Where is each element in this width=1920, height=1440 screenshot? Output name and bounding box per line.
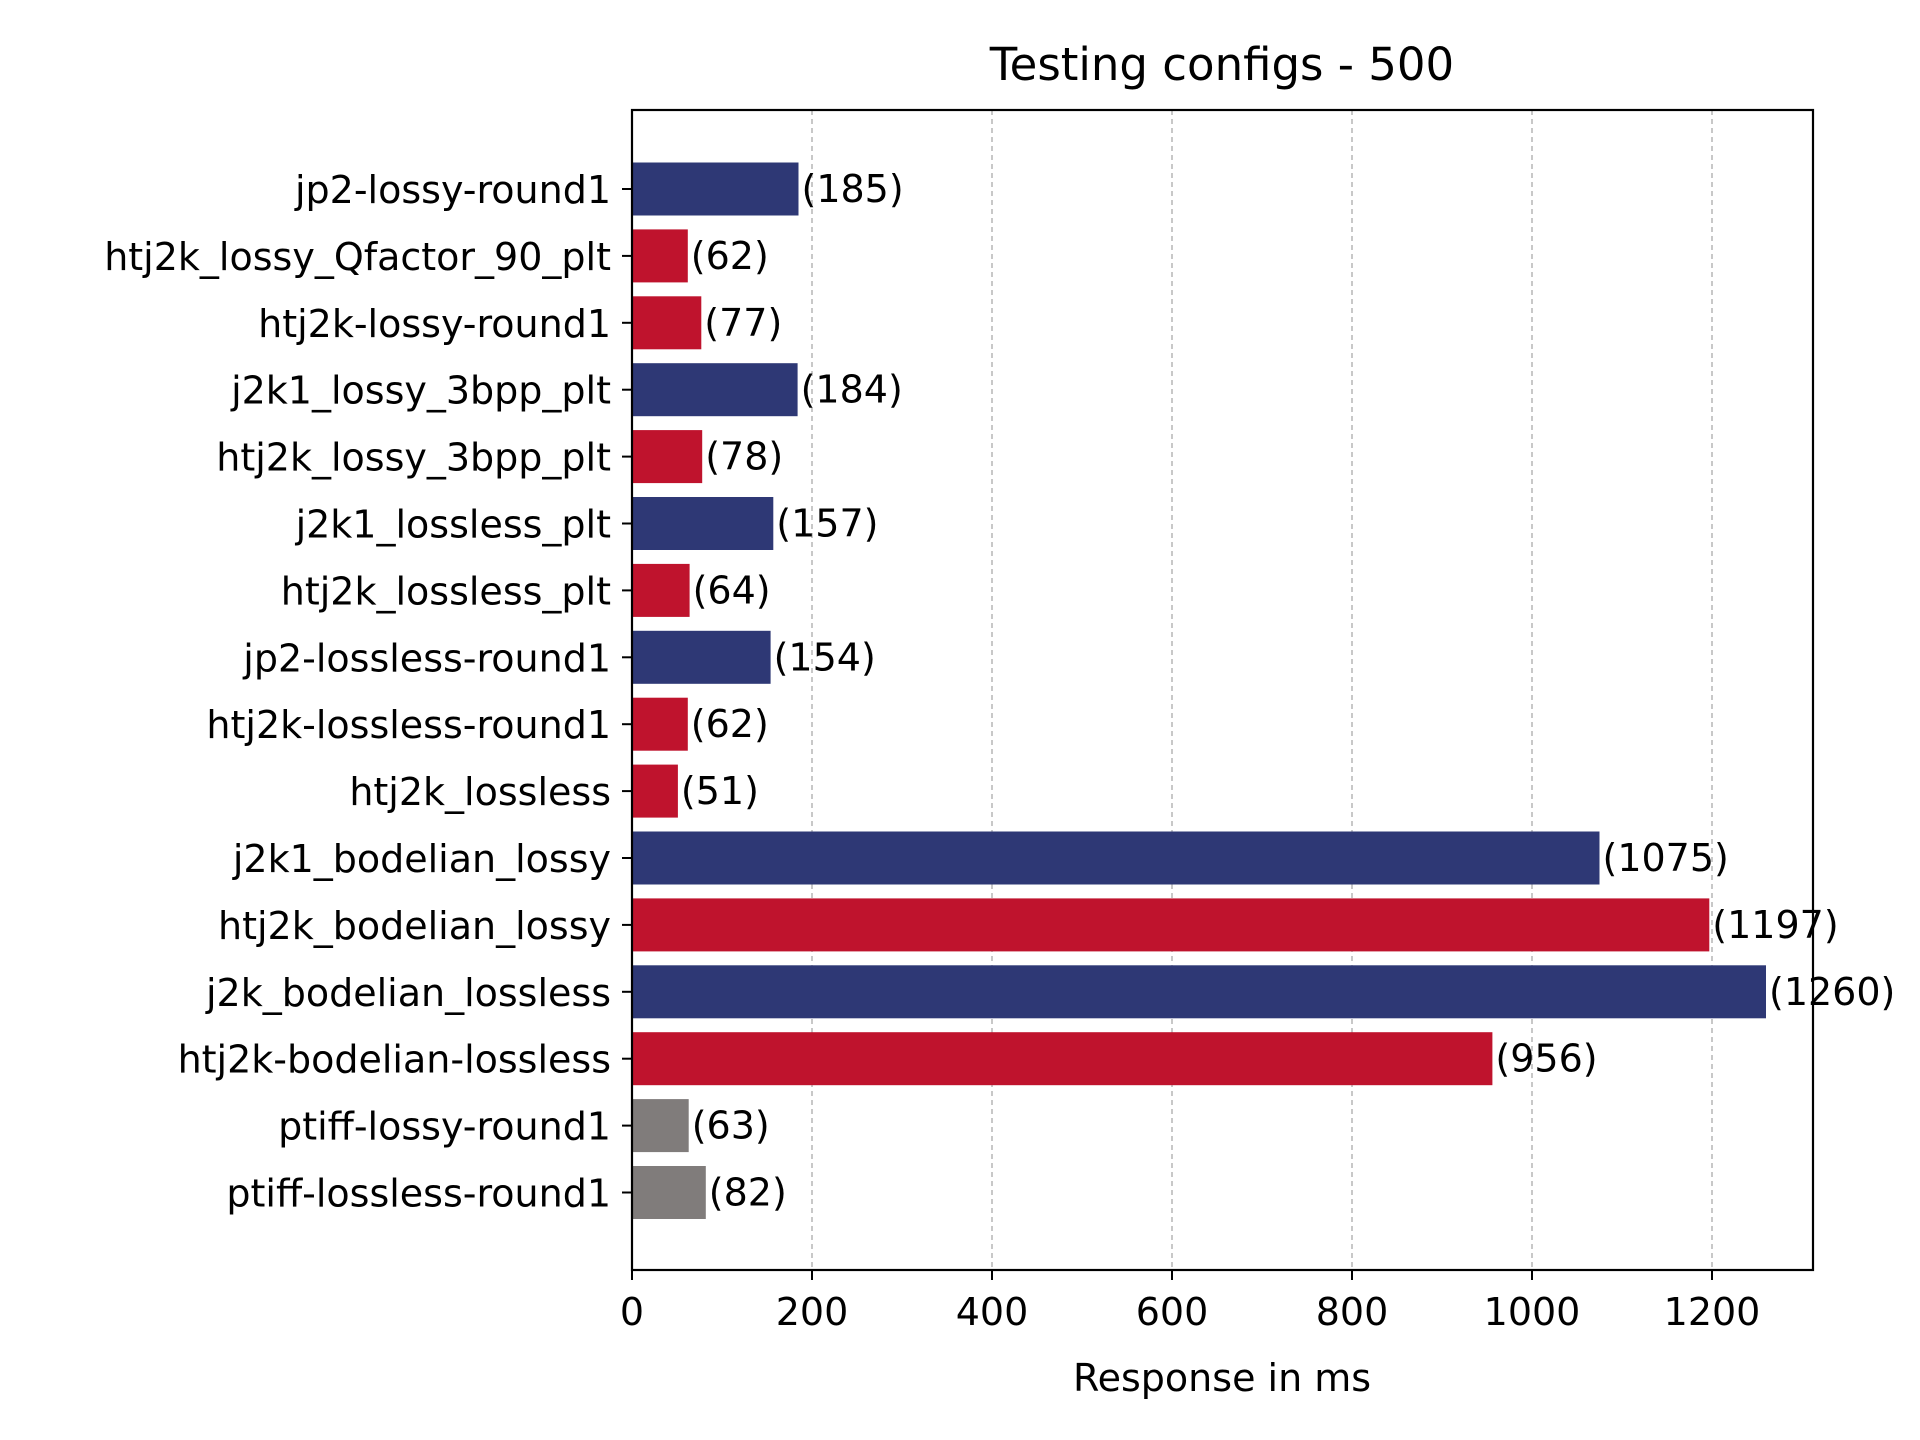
bars xyxy=(632,162,1766,1219)
y-tick-label: j2k1_lossy_3bpp_plt xyxy=(230,369,611,413)
grid-lines xyxy=(811,110,1713,1270)
y-tick-label: j2k1_bodelian_lossy xyxy=(232,837,611,881)
bar-value-label: (1197) xyxy=(1712,903,1838,947)
x-tick-label: 1200 xyxy=(1664,1290,1761,1334)
bar xyxy=(632,965,1766,1019)
x-tick-label: 600 xyxy=(1136,1290,1209,1334)
x-tick-label: 1000 xyxy=(1484,1290,1581,1334)
bar xyxy=(632,497,774,550)
bar-value-label: (62) xyxy=(691,702,769,746)
y-tick-label: htj2k-lossless-round1 xyxy=(206,703,611,747)
bar xyxy=(632,162,799,216)
x-axis-ticks: 0 200 400 600 800 1000 1200 xyxy=(620,1270,1760,1334)
y-tick-label: htj2k_lossy_Qfactor_90_plt xyxy=(104,235,611,279)
bar xyxy=(632,296,702,350)
bar-value-label: (51) xyxy=(681,769,759,813)
bar xyxy=(632,831,1600,885)
bar xyxy=(632,363,798,417)
x-tick-label: 400 xyxy=(956,1290,1029,1334)
x-axis-label: Response in ms xyxy=(1073,1356,1371,1400)
y-tick-label: htj2k_lossy_3bpp_plt xyxy=(216,436,611,480)
bar xyxy=(632,1166,706,1219)
y-tick-label: htj2k_lossless xyxy=(349,770,611,814)
bar-value-label: (82) xyxy=(709,1171,787,1215)
bar-value-label: (184) xyxy=(801,368,903,412)
bar xyxy=(632,1032,1493,1086)
x-tick-label: 200 xyxy=(776,1290,849,1334)
y-tick-label: jp2-lossless-round1 xyxy=(242,636,611,680)
bar xyxy=(632,430,703,484)
bar-value-label: (956) xyxy=(1495,1037,1597,1081)
y-tick-label: ptiff-lossy-round1 xyxy=(278,1105,611,1149)
bar xyxy=(632,229,688,283)
y-axis-ticks: jp2-lossy-round1 htj2k_lossy_Qfactor_90_p… xyxy=(104,168,632,1216)
bar-value-label: (62) xyxy=(691,234,769,278)
x-tick-label: 0 xyxy=(620,1290,644,1334)
bar-value-label: (1075) xyxy=(1603,836,1729,880)
bar-value-label: (78) xyxy=(705,435,783,479)
bar-value-label: (185) xyxy=(802,167,904,211)
bar xyxy=(632,764,678,818)
y-tick-label: jp2-lossy-round1 xyxy=(294,168,611,212)
bar xyxy=(632,898,1710,952)
bar xyxy=(632,1099,689,1153)
bar-value-label: (64) xyxy=(693,568,771,612)
bar-value-label: (154) xyxy=(774,635,876,679)
y-tick-label: ptiff-lossless-round1 xyxy=(226,1172,611,1216)
bar-value-label: (77) xyxy=(704,301,782,345)
bar-value-label: (157) xyxy=(776,502,878,546)
y-tick-label: htj2k_lossless_plt xyxy=(281,569,611,613)
chart-title: Testing configs - 500 xyxy=(989,38,1454,91)
y-tick-label: htj2k_bodelian_lossy xyxy=(218,904,611,948)
bar xyxy=(632,630,771,684)
y-tick-label: j2k_bodelian_lossless xyxy=(205,971,611,1015)
y-tick-label: htj2k-lossy-round1 xyxy=(258,302,611,346)
plot-frame xyxy=(630,108,1815,1272)
x-tick-label: 800 xyxy=(1316,1290,1389,1334)
bar-value-label: (1260) xyxy=(1769,970,1895,1014)
y-tick-label: htj2k-bodelian-lossless xyxy=(178,1038,611,1082)
y-tick-label: j2k1_lossless_plt xyxy=(295,503,611,547)
bar xyxy=(632,563,690,617)
bar-value-labels: (185)(62)(77)(184)(78)(157)(64)(154)(62)… xyxy=(681,167,1895,1215)
bar-value-label: (63) xyxy=(692,1104,770,1148)
bar xyxy=(632,697,688,751)
